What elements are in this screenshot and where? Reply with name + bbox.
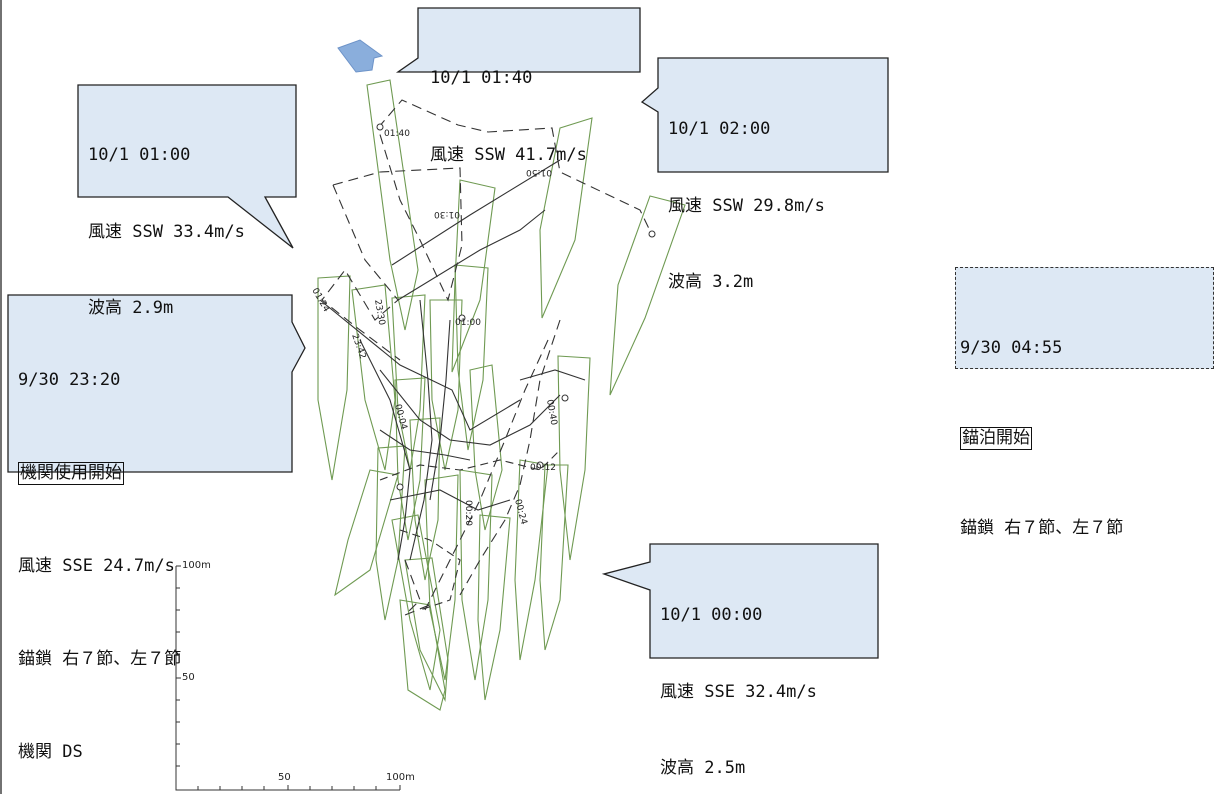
callout-shapes [7, 7, 889, 659]
hull-outline [366, 79, 419, 331]
callout-0000-shape [601, 543, 879, 659]
callout-time: 9/30 23:20 [18, 370, 121, 390]
callout-wave: 波高 2.9m [88, 298, 174, 318]
scale-y-top-label: 100m [182, 560, 211, 571]
track-label-0140: 01:40 [384, 129, 410, 139]
callout-2320: 9/30 23:20 機関使用開始 風速 SSE 24.7m/s 錨鎖 右７節、… [18, 303, 181, 799]
callout-event: 錨泊開始 [960, 427, 1032, 450]
position-marker [458, 314, 466, 322]
ship-hull-outlines [317, 79, 686, 711]
hull-outline [469, 364, 503, 531]
track-solid [359, 339, 411, 561]
callout-0200-shape [640, 57, 889, 173]
track-dashed [321, 184, 401, 361]
track-dashed [377, 99, 653, 236]
hull-outline [477, 514, 511, 701]
position-marker [536, 461, 544, 469]
position-marker [561, 394, 569, 402]
track-solid [397, 209, 546, 301]
track-dashed [424, 339, 549, 611]
position-marker [396, 483, 404, 491]
callout-0000: 10/1 00:00 風速 SSE 32.4m/s 波高 2.5m [660, 552, 817, 807]
hull-outline [454, 264, 489, 451]
callout-time: 10/1 01:00 [88, 145, 191, 165]
track-solid [319, 299, 521, 431]
hull-outline [557, 355, 591, 561]
hull-outline [609, 195, 686, 396]
callout-0200: 10/1 02:00 風速 SSW 29.8m/s 波高 3.2m [668, 66, 825, 321]
hull-outline [391, 514, 441, 691]
track-solid [389, 489, 511, 511]
callout-0455: 9/30 04:55 錨泊開始 錨鎖 右７節、左７節 [960, 273, 1123, 573]
callout-0100-shape [77, 84, 297, 249]
callout-0140: 10/1 01:40 風速 SSW 41.7m/s [430, 15, 587, 194]
hull-outline [334, 469, 399, 597]
scale-y-mid-label: 50 [182, 672, 195, 683]
track-solid [379, 369, 561, 446]
callout-anchor: 錨鎖 右７節、左７節 [18, 649, 182, 669]
callout-wind: 風速 SSE 24.7m/s [18, 556, 175, 576]
scale-x-end-label: 100m [386, 772, 415, 783]
hull-outline [317, 275, 351, 481]
heading-arrow-icon [337, 39, 384, 73]
hull-outline [539, 464, 569, 651]
hull-outline [399, 599, 446, 711]
callout-wind: 風速 SSE 32.4m/s [660, 681, 817, 702]
callout-wind: 風速 SSW 29.8m/s [668, 195, 825, 216]
track-dashed [404, 559, 433, 616]
track-dashed [379, 449, 561, 481]
callout-time: 9/30 04:55 [960, 338, 1063, 358]
callout-time: 10/1 01:40 [430, 68, 533, 88]
hull-outline [409, 417, 441, 581]
position-marker [376, 123, 384, 131]
track-dashed [459, 319, 561, 596]
hull-outline [459, 469, 493, 681]
hull-outline [539, 117, 593, 319]
hull-outline [351, 284, 396, 471]
callout-engine: 機関 DS [18, 742, 83, 762]
callout-event: 機関使用開始 [18, 462, 124, 485]
track-label-0040: 00:40 [544, 399, 558, 427]
track-label-2330: 23:30 [372, 299, 386, 327]
callout-time: 10/1 00:00 [660, 605, 763, 625]
scale-axes [175, 566, 400, 791]
hull-outline [375, 445, 406, 621]
track-label-0100: 01:00 [455, 318, 481, 328]
hull-outline [424, 474, 459, 681]
track-solid [519, 369, 586, 381]
track-solid [409, 299, 433, 561]
callout-0100: 10/1 01:00 風速 SSW 33.4m/s 波高 2.9m [88, 92, 245, 347]
callout-wave: 波高 3.2m [668, 272, 754, 292]
callout-0140-shape [395, 7, 641, 73]
callout-2320-shape [7, 294, 306, 473]
scale-x-mid-label: 50 [278, 772, 291, 783]
track-label-0124: 01:24 [309, 287, 331, 315]
track-label-0024: 00:24 [512, 498, 528, 526]
track-dashed [399, 529, 461, 611]
scale-bar [175, 565, 401, 791]
track-label-0130: 01:30 [434, 209, 460, 219]
callout-time: 10/1 02:00 [668, 119, 771, 139]
position-marker [648, 230, 656, 238]
callout-wind: 風速 SSW 33.4m/s [88, 221, 245, 242]
callout-wind: 風速 SSW 41.7m/s [430, 144, 587, 165]
callout-wave: 波高 2.5m [660, 758, 746, 778]
callout-0455-box [955, 267, 1214, 369]
hull-outline [451, 179, 496, 373]
track-solid [429, 319, 451, 501]
track-label-0150: 01:50 [526, 167, 552, 177]
track-label-0020: 00:20 [463, 500, 473, 526]
track-label-0012: 00:12 [530, 463, 556, 473]
track-solid [379, 429, 471, 461]
position-track [319, 99, 653, 616]
callout-anchor: 錨鎖 右７節、左７節 [960, 518, 1124, 538]
track-solid [391, 159, 561, 266]
